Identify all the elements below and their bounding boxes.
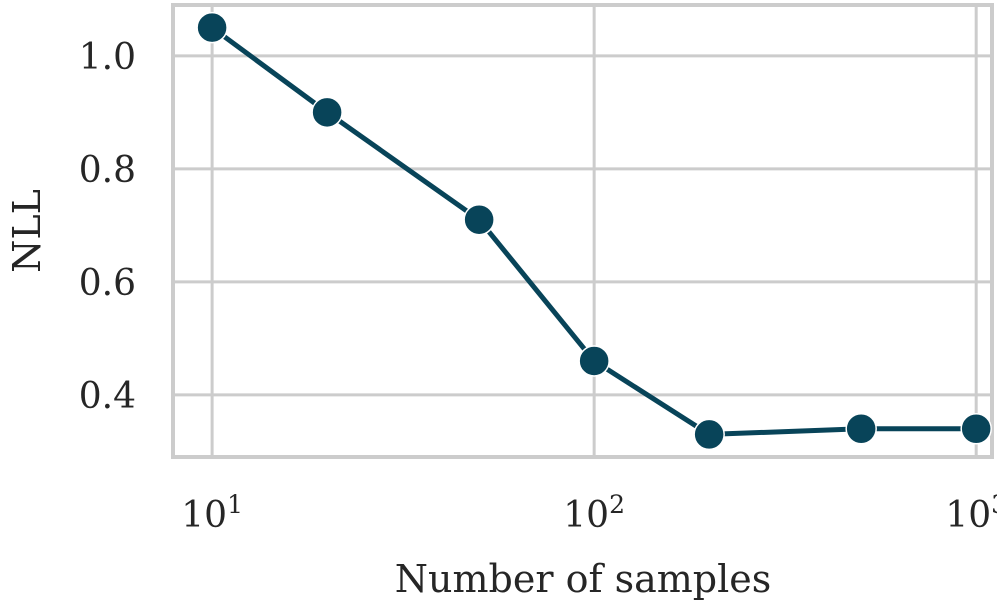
data-point bbox=[463, 203, 495, 236]
x-tick-labels: 101 102 103 bbox=[181, 490, 997, 536]
data-point bbox=[845, 413, 877, 445]
data-point bbox=[311, 96, 343, 129]
data-point bbox=[960, 413, 992, 445]
series-layer bbox=[196, 11, 992, 451]
y-tick-label: 1.0 bbox=[79, 37, 136, 78]
y-tick-label: 0.8 bbox=[79, 150, 136, 191]
data-point bbox=[578, 345, 610, 377]
y-axis-label: NLL bbox=[5, 189, 49, 273]
x-tick-label: 102 bbox=[563, 490, 625, 536]
x-tick-label: 103 bbox=[945, 490, 997, 536]
y-tick-label: 0.6 bbox=[79, 263, 136, 304]
y-tick-labels: 0.4 0.6 0.8 1.0 bbox=[79, 37, 136, 417]
y-tick-label: 0.4 bbox=[79, 376, 136, 417]
plot-frame bbox=[171, 3, 994, 459]
x-tick-label: 101 bbox=[181, 490, 243, 536]
x-axis-label: Number of samples bbox=[395, 557, 772, 601]
data-point bbox=[693, 418, 725, 451]
grid bbox=[173, 5, 992, 457]
data-point bbox=[196, 11, 228, 44]
